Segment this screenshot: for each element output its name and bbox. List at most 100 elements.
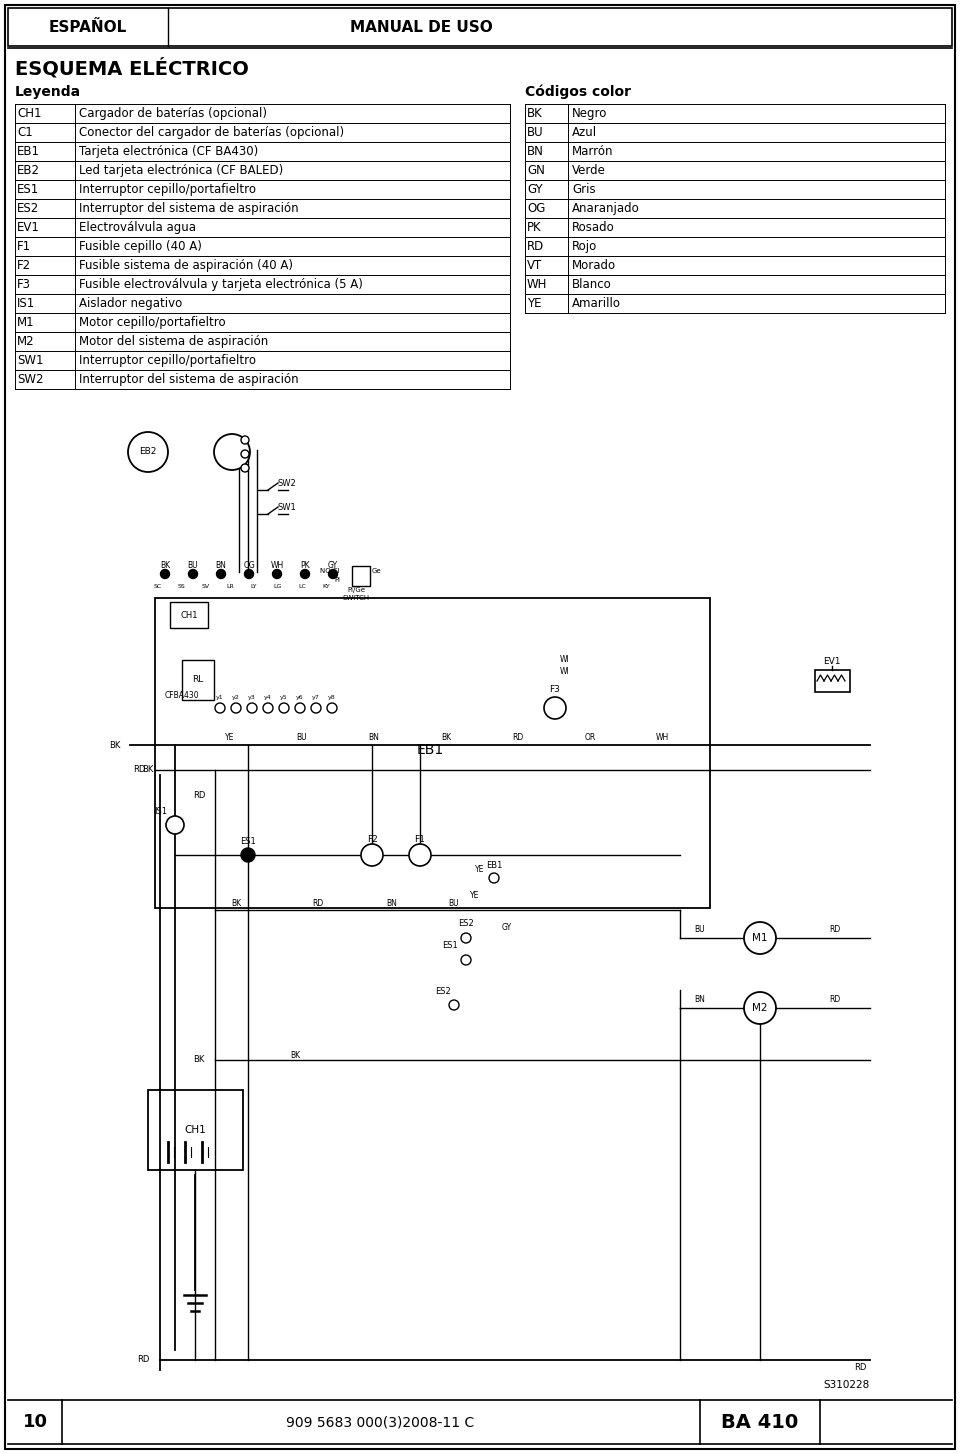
Text: EV1: EV1 [17,221,40,234]
Text: Fusible sistema de aspiración (40 A): Fusible sistema de aspiración (40 A) [79,259,293,272]
Text: Aislador negativo: Aislador negativo [79,297,182,310]
Circle shape [544,696,566,718]
Text: OG: OG [243,560,254,570]
Text: BK: BK [527,108,542,121]
Circle shape [188,570,198,579]
Text: BK: BK [142,765,154,775]
Circle shape [241,464,249,473]
Text: BN: BN [369,733,379,743]
Text: Anaranjado: Anaranjado [572,202,639,215]
Text: Interruptor del sistema de aspiración: Interruptor del sistema de aspiración [79,374,299,385]
Text: GN: GN [527,164,545,177]
Text: BK: BK [441,733,451,743]
Text: Led tarjeta electrónica (CF BALED): Led tarjeta electrónica (CF BALED) [79,164,283,177]
Circle shape [744,922,776,954]
Circle shape [279,702,289,712]
Text: SW2: SW2 [17,374,43,385]
Text: BU: BU [448,900,459,909]
Text: Motor cepillo/portafieltro: Motor cepillo/portafieltro [79,316,226,329]
Text: YE: YE [475,865,485,874]
Text: VT: VT [527,259,542,272]
Text: YE: YE [470,891,480,900]
Circle shape [160,570,170,579]
Text: Azul: Azul [572,126,597,140]
Circle shape [361,843,383,867]
Text: SWITCH: SWITCH [343,595,370,601]
Text: Verde: Verde [572,164,606,177]
Text: RD: RD [312,900,324,909]
Text: RD: RD [853,1364,866,1373]
Circle shape [328,570,338,579]
Text: BU: BU [188,560,199,570]
Text: y5: y5 [280,695,288,701]
Text: RD: RD [829,996,841,1005]
Text: RD: RD [527,240,544,253]
Text: Leyenda: Leyenda [15,84,82,99]
Text: BK: BK [231,900,241,909]
Text: F2: F2 [367,835,377,843]
Text: Wl: Wl [560,667,569,676]
Circle shape [461,955,471,965]
Circle shape [409,843,431,867]
Bar [815,670,850,692]
Circle shape [247,702,257,712]
Text: BU: BU [297,733,307,743]
Text: CH1: CH1 [180,611,198,619]
Text: Cargador de baterías (opcional): Cargador de baterías (opcional) [79,108,267,121]
Circle shape [217,570,226,579]
Text: SS: SS [179,583,186,589]
Text: WH: WH [656,733,668,743]
Circle shape [489,872,499,883]
Text: BK: BK [108,740,120,749]
Text: RD: RD [513,733,523,743]
Text: RD: RD [829,926,841,935]
Bar [352,566,370,586]
Text: y4: y4 [264,695,272,701]
Circle shape [231,702,241,712]
Circle shape [744,992,776,1024]
Text: BA 410: BA 410 [721,1412,799,1432]
Text: WH: WH [271,560,283,570]
Text: RL: RL [192,676,204,685]
Text: NO Cl: NO Cl [321,569,340,574]
Bar [8,9,952,47]
Text: SC: SC [154,583,162,589]
Circle shape [245,570,253,579]
Text: LY: LY [251,583,257,589]
Text: Amarillo: Amarillo [572,297,621,310]
Text: EB1: EB1 [17,145,40,158]
Text: RD: RD [193,791,205,800]
Circle shape [461,933,471,944]
Text: M1: M1 [17,316,35,329]
Text: Ge: Ge [372,569,382,574]
Circle shape [215,702,225,712]
Text: BU: BU [527,126,543,140]
Text: F3: F3 [549,685,561,695]
Text: Tarjeta electrónica (CF BA430): Tarjeta electrónica (CF BA430) [79,145,258,158]
Text: y6: y6 [297,695,303,701]
Circle shape [327,702,337,712]
Bar [148,1090,243,1170]
Text: BK: BK [290,1050,300,1060]
Circle shape [241,436,249,443]
Text: ES1: ES1 [443,942,458,951]
Text: Rojo: Rojo [572,240,597,253]
Text: C1: C1 [17,126,33,140]
Text: RD: RD [132,765,145,775]
Text: LR: LR [227,583,234,589]
Text: LC: LC [298,583,306,589]
Text: F1: F1 [17,240,31,253]
Text: BN: BN [527,145,544,158]
Text: PK: PK [527,221,541,234]
Text: Interruptor del sistema de aspiración: Interruptor del sistema de aspiración [79,202,299,215]
Text: SW1: SW1 [278,503,297,512]
Circle shape [300,570,309,579]
Text: F1: F1 [415,835,425,843]
Circle shape [273,570,281,579]
Text: EB2: EB2 [139,448,156,457]
Text: YE: YE [527,297,541,310]
Text: F3: F3 [17,278,31,291]
Text: Conector del cargador de baterías (opcional): Conector del cargador de baterías (opcio… [79,126,344,140]
Text: KY: KY [323,583,330,589]
Text: IS1: IS1 [17,297,36,310]
